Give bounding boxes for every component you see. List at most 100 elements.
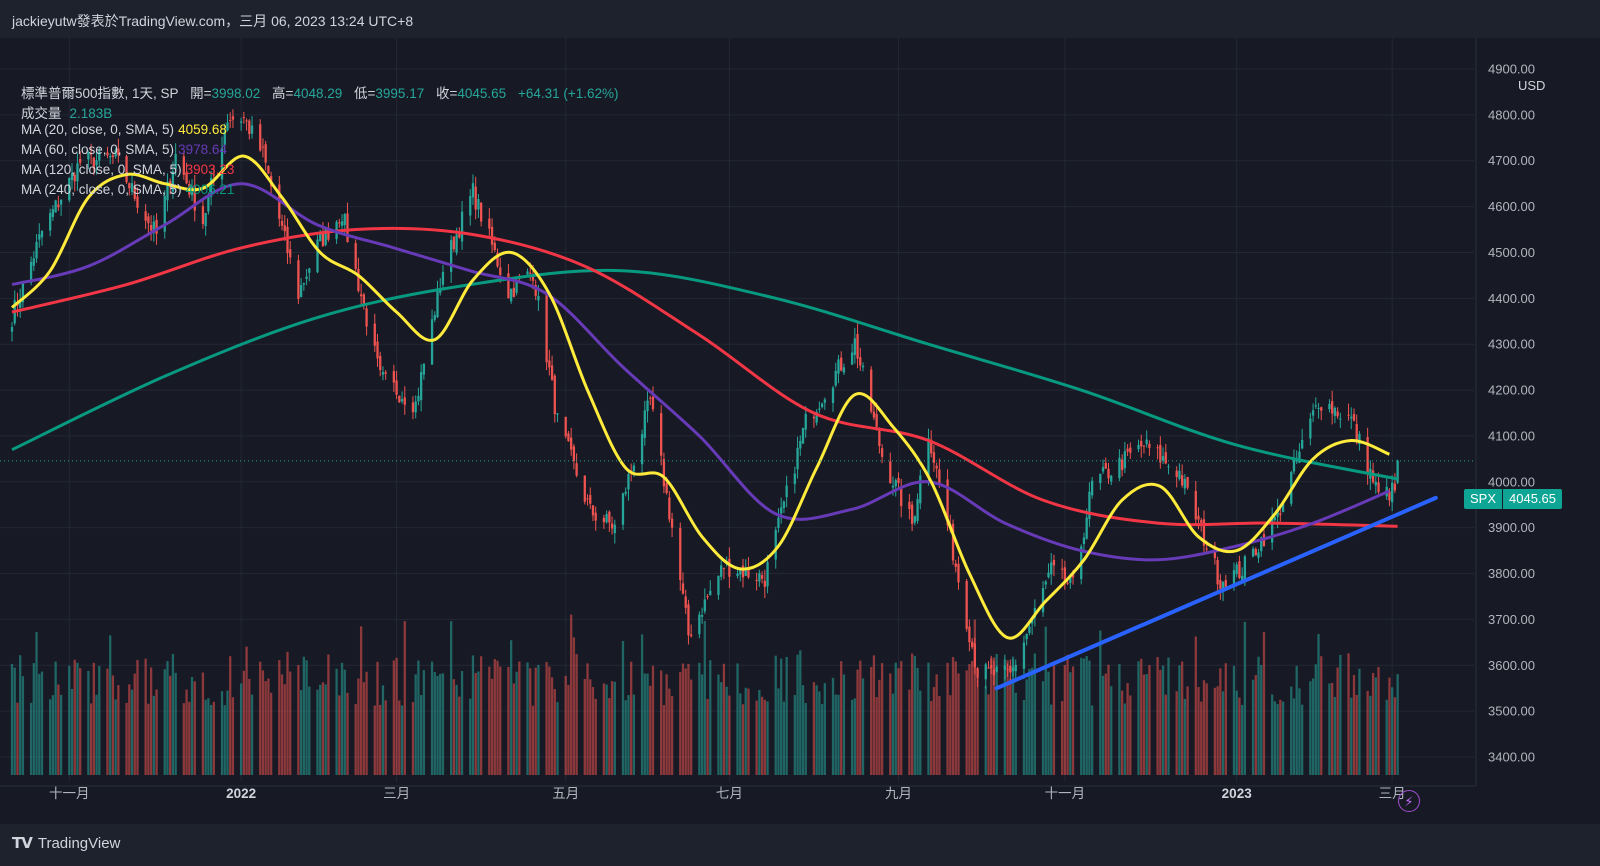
tradingview-logo[interactable]: 𝗧𝗩 TradingView: [12, 834, 120, 853]
volume-bar: [1388, 677, 1391, 775]
volume-bar: [155, 689, 158, 775]
volume-bar: [812, 682, 816, 775]
candle-body: [302, 283, 306, 285]
currency-label[interactable]: USD: [1518, 78, 1546, 93]
candle-body: [889, 461, 892, 484]
candle-body: [229, 120, 232, 122]
volume-bar: [755, 700, 758, 775]
candle-body: [95, 160, 98, 166]
candle-body: [38, 234, 41, 240]
price-chart[interactable]: 4900.00 4800.00 4700.00 4600.00 4500.00 4400.…: [0, 38, 1600, 824]
volume-bar: [264, 681, 267, 775]
volume-bar: [725, 686, 728, 775]
candle-body: [957, 563, 960, 583]
candle-body: [1301, 440, 1304, 449]
publish-header: jackieyutw發表於TradingView.com，三月 06, 2023…: [12, 13, 414, 29]
volume-bar: [548, 666, 551, 775]
volume-bar: [1003, 659, 1006, 775]
volume-bar: [684, 668, 687, 775]
volume-bar: [777, 688, 780, 775]
volume-bar: [1186, 686, 1189, 775]
volume-bar: [1221, 691, 1225, 775]
date-tick-label: 五月: [552, 786, 579, 801]
candle-body: [842, 367, 846, 373]
candle-body: [59, 199, 63, 205]
candle-body: [1183, 478, 1187, 489]
candle-body: [1320, 407, 1323, 411]
candle-body: [155, 219, 158, 234]
volume-bar: [1331, 682, 1334, 775]
candle-body: [900, 486, 903, 507]
candle-body: [327, 230, 330, 240]
candle-body: [668, 497, 671, 520]
volume-bar: [414, 674, 417, 775]
candle-body: [1090, 480, 1094, 496]
candle-body: [1129, 447, 1132, 453]
candle-body: [796, 447, 799, 470]
candle-body: [474, 186, 477, 210]
candle-body: [665, 483, 668, 494]
candle-body: [1194, 490, 1197, 520]
ma20-legend[interactable]: MA (20, close, 0, SMA, 5) 4059.68: [21, 122, 227, 137]
change-value: +64.31 (+1.62%): [517, 86, 619, 101]
candle-body: [1331, 401, 1334, 414]
volume-bar: [840, 661, 843, 775]
volume-bar: [1273, 701, 1277, 775]
candle-body: [804, 413, 807, 430]
date-tick-label: 三月: [383, 786, 410, 801]
candle-body: [594, 512, 597, 521]
candle-body: [670, 518, 674, 528]
candle-body: [35, 242, 38, 259]
volume-bar: [441, 673, 445, 775]
candle-body: [643, 410, 646, 439]
volume-bar: [469, 698, 472, 775]
candle-body: [720, 565, 723, 577]
candle-body: [1118, 457, 1121, 479]
volume-bar: [1014, 692, 1017, 775]
candle-body: [799, 440, 802, 449]
candle-body: [1260, 537, 1263, 552]
volume-bar: [1080, 657, 1083, 775]
candle-body: [1311, 410, 1315, 416]
price-tick-label: 3500.00: [1488, 704, 1535, 719]
volume-bar: [1145, 674, 1148, 775]
candle-body: [1186, 476, 1189, 488]
ma240-legend[interactable]: MA (240, close, 0, SMA, 5) 4006.21: [21, 182, 235, 197]
volume-bar: [1140, 658, 1143, 775]
volume-bar: [1137, 661, 1140, 775]
ma60-legend[interactable]: MA (60, close, 0, SMA, 5) 3978.64: [21, 142, 227, 157]
candle-body: [831, 387, 835, 404]
volume-bar: [343, 669, 346, 775]
candle-body: [152, 221, 155, 233]
candle-body: [1271, 516, 1274, 543]
volume-bar: [586, 663, 589, 775]
volume-bar: [496, 660, 499, 775]
ma120-legend[interactable]: MA (120, close, 0, SMA, 5) 3903.23: [21, 162, 235, 177]
lightning-icon[interactable]: ⚡: [1398, 790, 1420, 812]
candle-body: [130, 183, 134, 192]
candle-body: [1374, 481, 1377, 486]
candle-body: [73, 174, 76, 182]
candle-body: [480, 202, 483, 222]
candle-body: [1009, 665, 1012, 673]
volume-bar: [1243, 621, 1247, 775]
volume-bar: [1025, 679, 1028, 775]
volume-bar: [384, 700, 387, 775]
volume-bar: [556, 702, 559, 775]
candle-body: [632, 465, 636, 472]
volume-bar: [1006, 660, 1009, 775]
volume-bar: [1371, 672, 1375, 775]
candle-body: [1200, 520, 1203, 523]
volume-bar: [439, 673, 442, 775]
ma120-value: 3903.23: [185, 162, 235, 177]
volume-bar: [188, 701, 191, 775]
volume-bar: [910, 653, 914, 775]
volume-bar: [193, 681, 196, 775]
candle-body: [1221, 582, 1225, 591]
volume-bar: [894, 662, 897, 775]
chart-area[interactable]: 4900.00 4800.00 4700.00 4600.00 4500.00 4400.…: [0, 38, 1600, 824]
candle-body: [79, 158, 82, 163]
candle-body: [98, 151, 101, 161]
candle-body: [894, 480, 897, 487]
candles: [10, 109, 1399, 689]
